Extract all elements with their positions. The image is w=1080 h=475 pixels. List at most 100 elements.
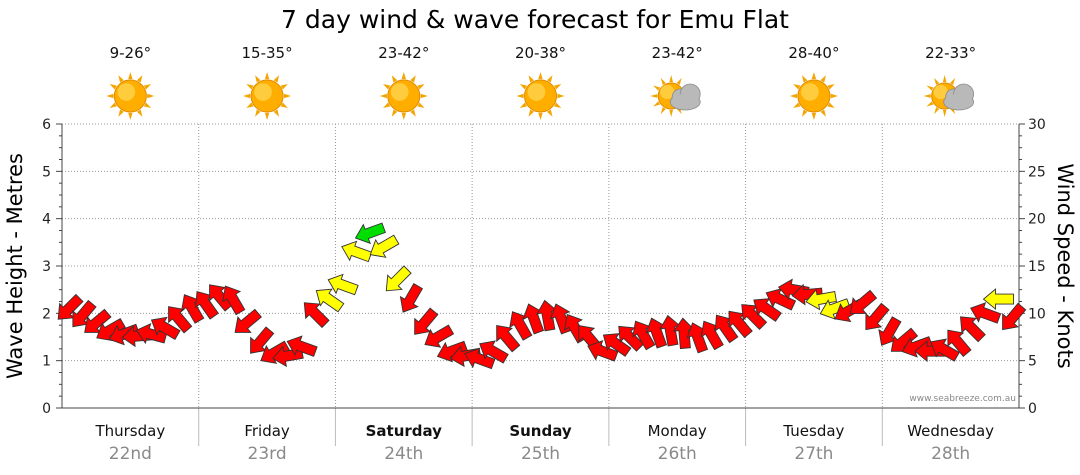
wind-arrow (327, 273, 359, 296)
sun-ray (669, 75, 674, 83)
wind-arrow (791, 283, 823, 306)
sun-highlight (660, 84, 675, 100)
sun-ray (401, 72, 406, 80)
sun-ray (553, 84, 562, 90)
y2-tick-label: 30 (1028, 117, 1046, 133)
sun-highlight (801, 83, 819, 101)
day-forecast: 15-35° Friday 23rd (242, 44, 293, 464)
wind-arrow (741, 304, 768, 330)
date-label: 26th (658, 444, 697, 464)
sun-ray (830, 93, 838, 99)
wave-height-axis: 0 1 2 3 4 5 6 (42, 117, 62, 417)
sun-ray (255, 75, 261, 83)
wind-arrow (659, 314, 681, 347)
wind-arrow (959, 316, 986, 343)
wind-arrow (878, 316, 902, 346)
y-axis-label: Wave Height - Metres (3, 153, 27, 379)
day-label: Thursday (94, 422, 165, 440)
day-temperature: 20-38° (515, 44, 566, 62)
wind-arrow (341, 240, 373, 263)
wind-arrow (930, 338, 960, 362)
sun-ray (669, 109, 674, 117)
sun-ray (283, 93, 292, 99)
sun-ray (676, 77, 682, 85)
sun-ray (820, 109, 826, 117)
sun-ray (246, 102, 254, 108)
day-forecast: 9-26° Thursday 22nd (94, 44, 165, 464)
sun-ray (793, 84, 801, 90)
day-temperature: 15-35° (242, 44, 293, 62)
sun-ray (273, 75, 280, 83)
wind-arrow (222, 285, 246, 316)
wind-arrow (819, 298, 851, 320)
wind-arrow (369, 234, 400, 258)
sun-ray (128, 112, 133, 120)
sun-ray (547, 109, 553, 117)
sun-ray (942, 75, 947, 83)
wind-arrow (805, 288, 837, 311)
wind-arrow (96, 317, 126, 342)
sun-ray (417, 102, 425, 108)
day-forecasts: 9-26° Thursday 22nd 15-35° Friday 23rd 23-42° S… (94, 44, 994, 464)
wind-arrow (464, 347, 496, 370)
day-temperature: 28-40° (788, 44, 839, 62)
sun-ray (136, 75, 143, 83)
sun-ray (420, 93, 428, 99)
y2-tick-label: 10 (1028, 306, 1046, 322)
sun-ray (243, 93, 251, 99)
sun-ray (926, 101, 934, 107)
sun-cloud-icon (923, 75, 975, 117)
wind-arrow (645, 317, 668, 349)
sun-ray (553, 102, 562, 108)
y-tick-label: 3 (42, 259, 51, 275)
sun-ray (801, 75, 808, 83)
sun-ray (926, 85, 934, 91)
day-forecast: 23-42° Monday 26th (648, 44, 707, 464)
day-label: Friday (244, 422, 290, 440)
wind-arrow (315, 288, 345, 313)
sun-highlight (390, 83, 409, 101)
cloud-fill (671, 94, 700, 108)
sun-highlight (933, 84, 948, 100)
day-forecast: 28-40° Tuesday 27th (782, 44, 844, 464)
sun-icon (516, 72, 565, 120)
sun-ray (934, 77, 940, 85)
y2-tick-label: 15 (1028, 259, 1046, 275)
sun-ray (547, 75, 553, 83)
sun-ray (801, 109, 808, 117)
sun-ray (538, 112, 543, 120)
wind-arrow (602, 333, 632, 357)
wind-arrow (536, 299, 558, 332)
wind-arrow (672, 317, 695, 350)
date-label: 25th (521, 444, 560, 464)
sun-ray (273, 109, 280, 117)
day-forecast: 20-38° Sunday 25th (509, 44, 572, 464)
sun-ray (147, 93, 155, 99)
sun-ray (934, 107, 940, 115)
wind-arrow (150, 316, 181, 340)
day-forecast: 23-42° Saturday 24th (366, 44, 443, 464)
sun-icon (789, 72, 838, 120)
sun-ray (264, 112, 270, 120)
sun-ray (650, 94, 658, 98)
sun-ray (391, 75, 398, 83)
day-forecast: 22-33° Wednesday 28th (907, 44, 994, 464)
grid-lines (61, 123, 1020, 446)
wind-arrow (865, 302, 890, 331)
wind-arrow (57, 293, 84, 320)
sun-ray (660, 77, 666, 85)
sun-ray (538, 72, 543, 80)
wind-arrow (632, 320, 656, 351)
sun-ray (519, 102, 528, 108)
y-tick-label: 1 (42, 354, 51, 370)
wind-arrow (234, 308, 262, 333)
wind-arrow (509, 311, 533, 341)
sun-icon (379, 72, 428, 120)
sun-ray (660, 107, 666, 115)
wind-arrow (1002, 302, 1027, 331)
sun-ray (653, 101, 661, 107)
sun-ray (942, 109, 947, 117)
day-label: Monday (648, 422, 707, 440)
day-label: Sunday (509, 422, 572, 440)
